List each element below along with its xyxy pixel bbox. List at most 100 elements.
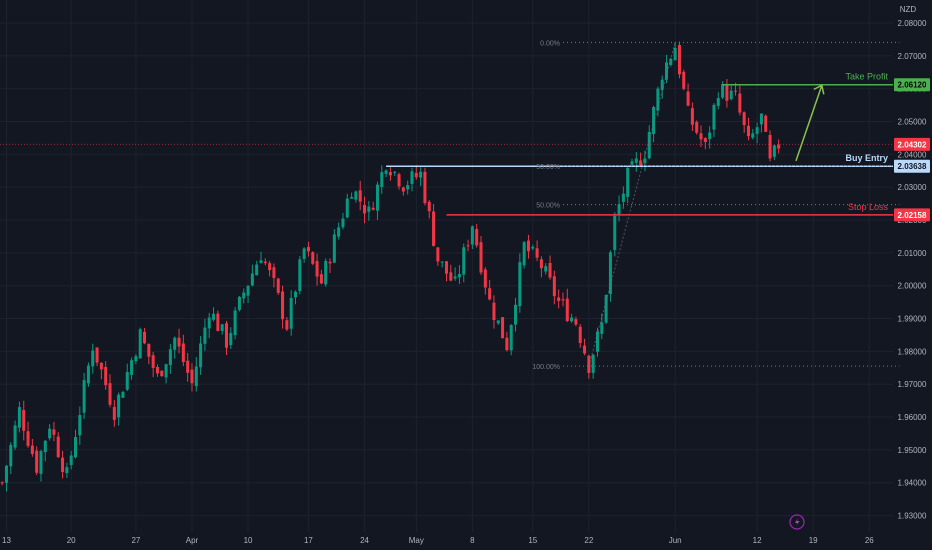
candle-body: [350, 197, 354, 199]
candle-body: [207, 317, 211, 329]
candle-body: [86, 365, 90, 384]
candle-body: [712, 104, 716, 130]
buy-entry-badge: [894, 159, 930, 173]
price-axis[interactable]: 2.080002.070002.060002.050002.040002.030…: [898, 19, 927, 521]
buy-entry-badge-text: 2.03638: [898, 162, 927, 171]
price-tick-label: 2.01000: [898, 249, 927, 258]
candle-body: [419, 171, 423, 178]
candle-body: [518, 262, 522, 307]
candle-body: [695, 121, 699, 133]
candle-body: [69, 455, 73, 465]
candle-body: [233, 310, 237, 336]
candle-body: [397, 174, 401, 187]
candle-body: [82, 380, 86, 413]
projection-arrow-shaft: [795, 85, 823, 162]
candle-body: [742, 112, 746, 126]
candle-body: [565, 298, 569, 321]
price-tick-label: 1.99000: [898, 315, 927, 324]
candle-body: [777, 144, 781, 149]
candle-body: [65, 467, 69, 474]
candle-body: [130, 360, 134, 375]
candle-body: [95, 347, 99, 363]
candle-body: [746, 125, 750, 137]
candle-body: [570, 317, 574, 322]
take-profit-badge-text: 2.06120: [898, 81, 927, 90]
time-tick-label: 24: [360, 536, 369, 545]
candle-body: [104, 366, 108, 386]
candle-body: [289, 297, 293, 329]
candle-body: [293, 291, 298, 298]
candle-body: [319, 274, 323, 284]
candle-body: [134, 356, 138, 362]
candle-body: [716, 98, 720, 106]
candle-body: [552, 276, 556, 297]
candle-body: [358, 190, 362, 202]
candle-body: [557, 297, 561, 301]
candle-body: [259, 260, 263, 264]
candle-body: [108, 383, 112, 405]
price-tick-label: 2.05000: [898, 118, 927, 127]
candle-body: [501, 317, 505, 339]
fib-level-label: 0.00%: [540, 40, 560, 47]
price-tick-label: 1.96000: [898, 413, 927, 422]
candle-body: [617, 204, 621, 215]
candle-body: [772, 145, 776, 157]
candle-body: [332, 234, 336, 263]
last-price-badge: [894, 137, 930, 151]
candle-body: [652, 107, 656, 135]
candle-body: [561, 299, 565, 301]
candle-body: [682, 71, 686, 89]
candle-body: [768, 134, 772, 159]
candle-body: [164, 364, 168, 378]
time-tick-label: Apr: [186, 536, 199, 545]
stop-loss-badge: [894, 208, 930, 222]
candle-body: [4, 465, 8, 483]
candle-body: [117, 394, 121, 418]
candle-body: [324, 260, 328, 285]
price-tick-label: 1.95000: [898, 446, 927, 455]
time-tick-label: 27: [131, 536, 140, 545]
candle-body: [354, 191, 358, 200]
fib-level-label: 50.00%: [536, 164, 560, 171]
candle-body: [514, 304, 518, 325]
candle-body: [315, 261, 319, 277]
time-tick-label: 19: [809, 536, 818, 545]
levels-layer: Take Profit Buy Entry Stop Loss: [0, 72, 893, 216]
candle-body: [708, 132, 712, 140]
candle-body: [440, 261, 444, 263]
price-tick-label: 1.98000: [898, 347, 927, 356]
candle-body: [479, 242, 483, 273]
candle-body: [9, 444, 13, 467]
candle-body: [544, 266, 548, 272]
candle-body: [686, 91, 690, 106]
candle-body: [647, 131, 651, 159]
candle-body: [729, 90, 733, 100]
candle-body: [393, 171, 397, 173]
candle-body: [91, 350, 95, 367]
candle-body: [583, 345, 587, 354]
fibonacci-layer: 0.00% 50.00% 50.00% 100.00%: [532, 40, 900, 371]
candle-body: [505, 337, 509, 351]
candle-body: [35, 450, 39, 473]
candle-body: [608, 252, 612, 295]
candle-body: [52, 429, 56, 435]
fib-level-label: 100.00%: [532, 364, 560, 371]
price-tick-label: 2.03000: [898, 183, 927, 192]
candle-body: [604, 295, 608, 323]
time-axis[interactable]: 13 20 27 Apr 10 17 24 May 8 15 22 Jun 12 19 26: [2, 536, 874, 545]
candle-body: [298, 259, 302, 292]
price-tick-label: 2.07000: [898, 52, 927, 61]
candle-body: [423, 171, 427, 204]
candle-body: [268, 263, 272, 271]
last-price-badge-text: 2.04302: [898, 140, 927, 149]
candle-body: [138, 329, 142, 359]
candle-body: [634, 158, 638, 163]
candle-body: [281, 291, 285, 320]
candle-body: [591, 354, 595, 373]
candle-body: [660, 79, 664, 90]
candle-body: [721, 83, 725, 98]
lightning-icon[interactable]: [789, 514, 805, 530]
candle-body: [160, 370, 164, 377]
candle-body: [220, 324, 224, 331]
